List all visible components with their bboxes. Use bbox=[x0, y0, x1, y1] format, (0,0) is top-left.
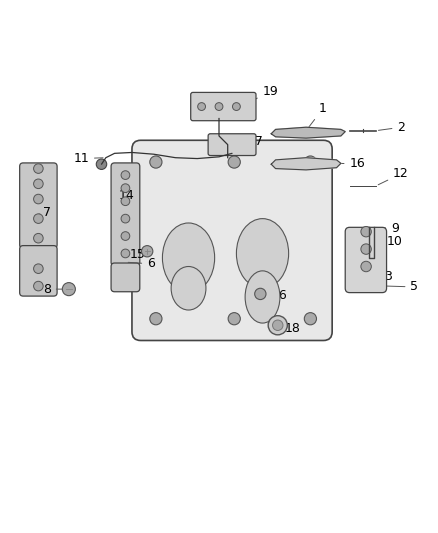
FancyBboxPatch shape bbox=[20, 163, 57, 248]
Text: 16: 16 bbox=[339, 157, 365, 170]
Text: 16: 16 bbox=[263, 289, 287, 302]
Circle shape bbox=[254, 288, 266, 300]
Text: 1: 1 bbox=[308, 102, 327, 128]
FancyBboxPatch shape bbox=[345, 228, 387, 293]
Text: 18: 18 bbox=[278, 322, 300, 335]
Circle shape bbox=[121, 184, 130, 192]
Circle shape bbox=[361, 227, 371, 237]
Circle shape bbox=[150, 156, 162, 168]
Circle shape bbox=[121, 197, 130, 206]
Circle shape bbox=[304, 156, 317, 168]
Circle shape bbox=[233, 103, 240, 110]
Circle shape bbox=[34, 264, 43, 273]
Text: 2: 2 bbox=[378, 120, 405, 134]
Text: 19: 19 bbox=[226, 85, 278, 115]
Text: 17: 17 bbox=[235, 135, 263, 148]
FancyBboxPatch shape bbox=[208, 134, 256, 156]
FancyBboxPatch shape bbox=[191, 92, 256, 120]
Text: 14: 14 bbox=[119, 189, 134, 202]
Circle shape bbox=[150, 313, 162, 325]
Polygon shape bbox=[271, 158, 341, 170]
Circle shape bbox=[198, 103, 205, 110]
Circle shape bbox=[34, 214, 43, 223]
Text: 10: 10 bbox=[376, 235, 403, 248]
Circle shape bbox=[34, 164, 43, 173]
Ellipse shape bbox=[237, 219, 289, 288]
Text: 5: 5 bbox=[376, 280, 418, 294]
FancyBboxPatch shape bbox=[132, 140, 332, 341]
Circle shape bbox=[121, 214, 130, 223]
FancyBboxPatch shape bbox=[111, 263, 140, 292]
Circle shape bbox=[361, 244, 371, 254]
Circle shape bbox=[361, 261, 371, 272]
FancyBboxPatch shape bbox=[111, 163, 140, 265]
Circle shape bbox=[34, 179, 43, 189]
Circle shape bbox=[34, 281, 43, 291]
Text: 7: 7 bbox=[39, 206, 51, 220]
FancyBboxPatch shape bbox=[20, 246, 57, 296]
Polygon shape bbox=[271, 127, 345, 138]
Circle shape bbox=[141, 246, 153, 257]
Text: 9: 9 bbox=[376, 222, 399, 235]
Ellipse shape bbox=[245, 271, 280, 323]
Circle shape bbox=[34, 233, 43, 243]
Circle shape bbox=[121, 249, 130, 258]
Circle shape bbox=[268, 316, 287, 335]
Text: 15: 15 bbox=[130, 248, 146, 261]
Circle shape bbox=[121, 171, 130, 180]
Circle shape bbox=[304, 313, 317, 325]
Text: 8: 8 bbox=[43, 282, 66, 296]
Text: 3: 3 bbox=[372, 270, 392, 282]
Circle shape bbox=[121, 232, 130, 240]
Text: 12: 12 bbox=[378, 167, 409, 185]
Ellipse shape bbox=[171, 266, 206, 310]
Circle shape bbox=[62, 282, 75, 296]
Circle shape bbox=[228, 313, 240, 325]
Text: 11: 11 bbox=[73, 152, 103, 165]
Circle shape bbox=[34, 194, 43, 204]
Circle shape bbox=[96, 159, 107, 169]
Circle shape bbox=[228, 156, 240, 168]
Circle shape bbox=[215, 103, 223, 110]
Circle shape bbox=[272, 320, 283, 330]
Text: 6: 6 bbox=[128, 257, 155, 270]
Ellipse shape bbox=[162, 223, 215, 293]
